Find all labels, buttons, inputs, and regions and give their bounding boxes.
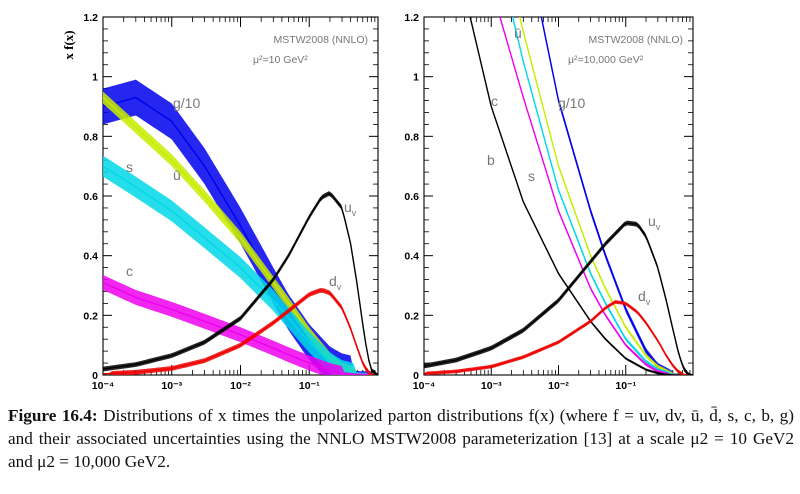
series-line-b	[469, 17, 687, 375]
series-line-dv	[103, 289, 378, 375]
x-tick-label: 10⁻²	[548, 380, 569, 392]
y-tick-label: 0.6	[404, 191, 419, 203]
chart-panel-2: 0 0.2 0.4 0.6 0.8 1 1.2 10⁻⁴ 10⁻³ 10⁻² 10⁻¹ x MSTW20…	[404, 12, 694, 400]
series-label-dv: dv	[329, 273, 342, 292]
x-axis-label: x	[370, 394, 377, 400]
y-tick-label: 1	[413, 72, 419, 84]
caption-label: Figure 16.4:	[8, 406, 98, 425]
y-axis-label: x f(x)	[61, 30, 76, 59]
y-tick-label: 0.2	[83, 310, 98, 322]
series-line-c	[103, 281, 372, 375]
series-label-g/10: g/10	[558, 95, 585, 111]
y-tick-label: 0.2	[404, 310, 419, 322]
series-label-ū: ū	[173, 167, 181, 183]
series-line-g/10	[540, 17, 687, 375]
series-label-g/10: g/10	[173, 95, 200, 111]
series-label-s: s	[126, 159, 133, 175]
parton-distribution-figure: 0 0.2 0.4 0.6 0.8 1 1.2 10⁻⁴ 10⁻³ 10⁻² 10⁻¹ x x f(x)…	[61, 12, 694, 400]
series-label-s: s	[528, 168, 535, 184]
series-line-s	[511, 17, 687, 375]
series-line-dv	[424, 301, 693, 375]
series-line-s	[103, 165, 372, 375]
y-tick-label: 0.4	[83, 251, 98, 263]
caption-text: Distributions of x times the unpolarized…	[8, 406, 794, 471]
series-label-uv: uv	[344, 199, 357, 218]
series-line-uv	[103, 192, 378, 375]
x-tick-label: 10⁻³	[161, 380, 182, 392]
x-axis-label: x	[685, 394, 692, 400]
y-tick-label: 0	[413, 370, 419, 382]
series-label-ū: ū	[514, 25, 522, 41]
chart-subtitle: μ²=10,000 GeV²	[568, 54, 644, 66]
x-tick-label: 10⁻⁴	[413, 380, 435, 392]
chart-subtitle: μ²=10 GeV²	[253, 54, 308, 66]
series-label-uv: uv	[648, 213, 661, 232]
y-tick-label: 0.6	[83, 191, 98, 203]
series-line-ū	[519, 17, 687, 375]
y-tick-label: 0	[92, 370, 98, 382]
figure-caption: Figure 16.4: Distributions of x times th…	[8, 404, 794, 473]
series-label-c: c	[126, 263, 133, 279]
series-label-dv: dv	[638, 288, 651, 307]
series-group	[103, 79, 378, 375]
y-tick-label: 1.2	[404, 12, 419, 24]
series-band-uv	[424, 220, 693, 375]
series-band-g/10	[103, 79, 372, 375]
x-tick-label: 10⁻¹	[299, 380, 320, 392]
series-line-uv	[424, 222, 693, 375]
series-group	[424, 17, 693, 375]
series-line-c	[499, 17, 687, 375]
x-tick-label: 10⁻¹	[615, 380, 636, 392]
chart-panel-1: 0 0.2 0.4 0.6 0.8 1 1.2 10⁻⁴ 10⁻³ 10⁻² 10⁻¹ x x f(x)…	[61, 12, 379, 400]
y-tick-label: 0.8	[83, 131, 98, 143]
chart-title: MSTW2008 (NNLO)	[273, 34, 368, 46]
series-band-dv	[424, 300, 693, 375]
y-tick-label: 0.8	[404, 131, 419, 143]
series-band-b	[469, 17, 687, 375]
y-tick-label: 1.2	[83, 12, 98, 24]
series-label-c: c	[491, 93, 498, 109]
x-tick-label: 10⁻²	[230, 380, 251, 392]
x-tick-label: 10⁻⁴	[92, 380, 114, 392]
plot-frame	[423, 16, 694, 376]
y-tick-label: 1	[92, 72, 98, 84]
x-tick-label: 10⁻³	[481, 380, 502, 392]
series-label-b: b	[487, 152, 495, 168]
y-tick-label: 0.4	[404, 251, 419, 263]
chart-title: MSTW2008 (NNLO)	[588, 34, 683, 46]
